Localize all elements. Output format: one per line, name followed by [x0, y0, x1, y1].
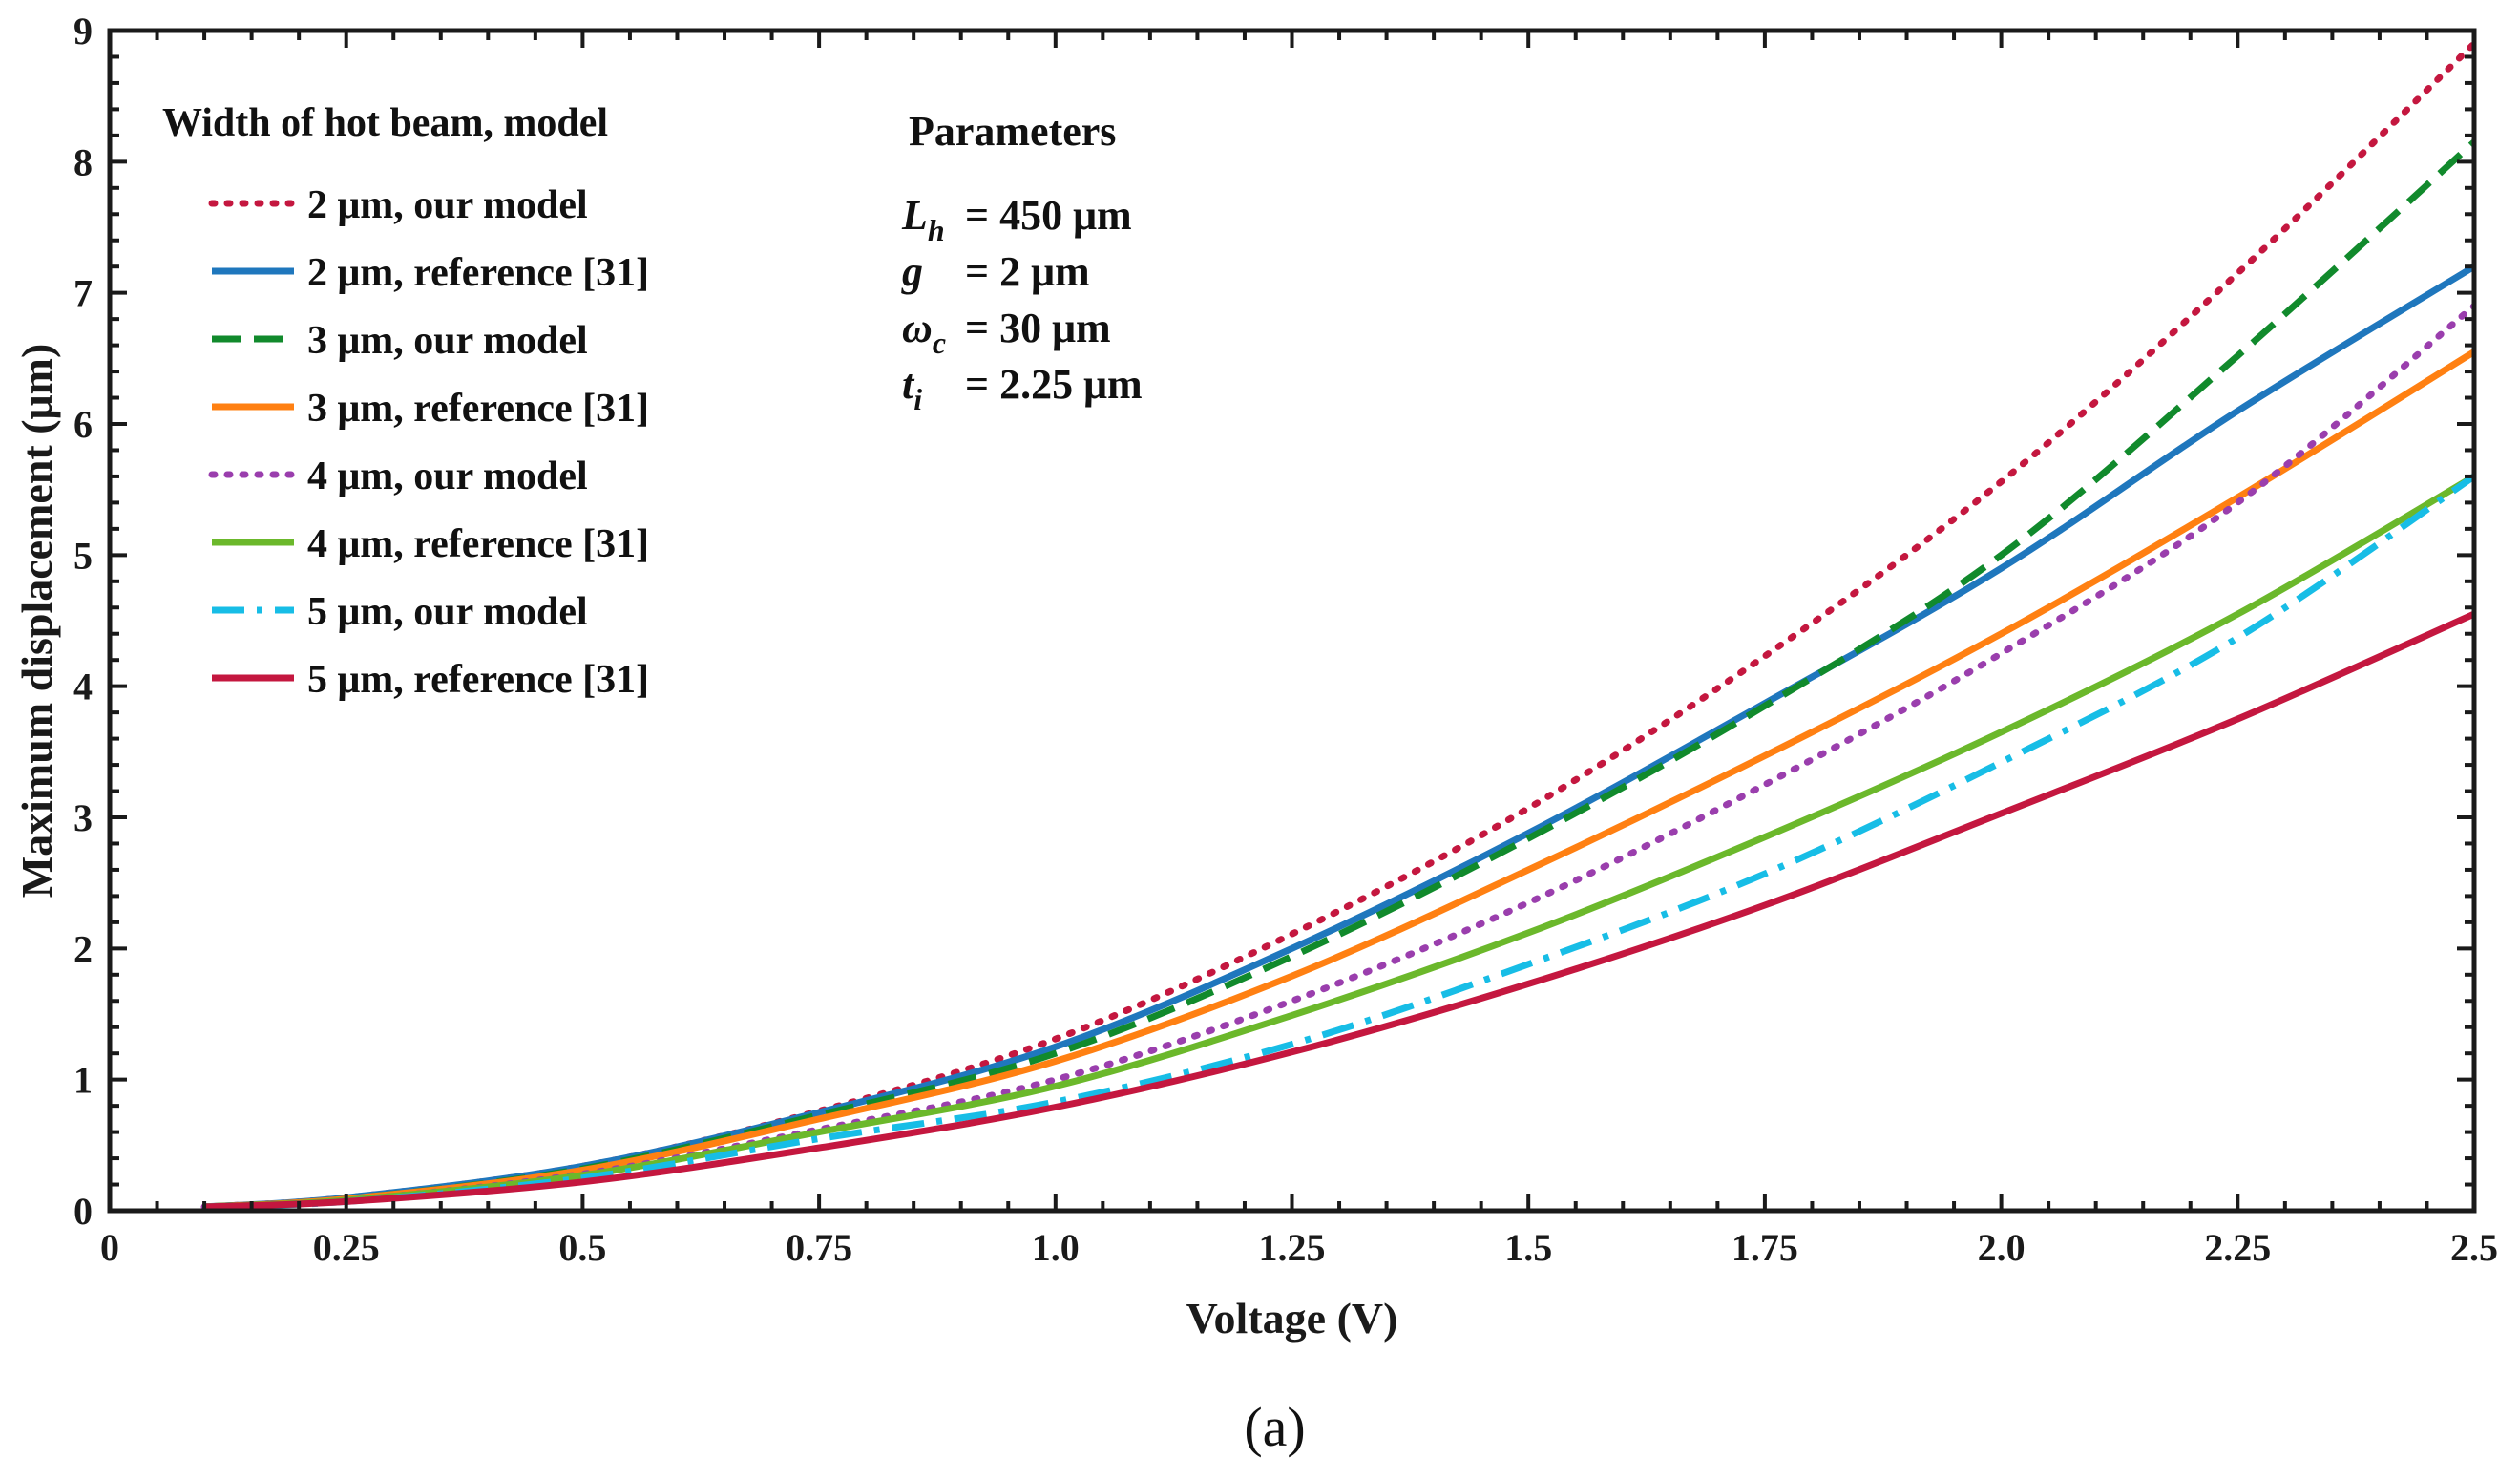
x-tick-label: 2.5: [2450, 1226, 2498, 1269]
legend-label: 4 μm, our model: [307, 455, 588, 498]
y-tick-label: 2: [74, 927, 93, 970]
figure-caption: (a): [1244, 1396, 1305, 1458]
legend-title: Width of hot beam, model: [162, 101, 608, 145]
legend-item: 4 μm, our model: [208, 455, 588, 498]
x-tick-label: 0: [100, 1226, 119, 1269]
legend-item: 2 μm, reference [31]: [212, 251, 649, 295]
y-tick-label: 6: [74, 403, 93, 446]
x-tick-label: 0.5: [558, 1226, 606, 1269]
y-tick-label: 7: [74, 272, 93, 315]
y-tick-label: 9: [74, 10, 93, 53]
parameter-text: ti = 2.25 μm: [902, 361, 1143, 416]
series-line-3: [203, 139, 2474, 1211]
y-tick-label: 4: [74, 666, 93, 708]
legend: Width of hot beam, model 2 μm, our model…: [162, 101, 649, 702]
x-tick-label: 2.25: [2204, 1226, 2271, 1269]
x-tick-label: 0.25: [313, 1226, 380, 1269]
series-line-8: [203, 610, 2474, 1211]
y-tick-label: 8: [74, 140, 93, 183]
parameters-title: Parameters: [909, 108, 1116, 155]
legend-label: 4 μm, reference [31]: [307, 522, 649, 566]
parameter-line: g = 2 μm: [901, 248, 1090, 295]
x-tick-label: 1.5: [1504, 1226, 1552, 1269]
parameter-text: ωc = 30 μm: [902, 305, 1111, 360]
series-line-1: [200, 40, 2474, 1211]
x-tick-label: 1.75: [1732, 1226, 1798, 1269]
y-tick-label: 3: [74, 796, 93, 839]
legend-label: 2 μm, reference [31]: [307, 251, 649, 295]
parameter-line: ωc = 30 μm: [902, 305, 1111, 360]
x-tick-label: 1.0: [1032, 1226, 1080, 1269]
y-tick-labels: 0 1 2 3 4 5 6 7 8 9: [74, 10, 93, 1233]
y-tick-label: 0: [74, 1190, 93, 1233]
legend-label: 3 μm, our model: [307, 319, 588, 363]
parameter-text: Lh = 450 μm: [901, 192, 1132, 247]
parameter-line: ti = 2.25 μm: [902, 361, 1143, 416]
series-line-5: [200, 302, 2474, 1211]
y-axis-title: Maximum displacement (μm): [12, 344, 61, 899]
series-line-4: [203, 349, 2474, 1211]
legend-item: 5 μm, our model: [212, 590, 588, 634]
series-line-2: [203, 264, 2474, 1211]
x-tick-labels: 0 0.25 0.5 0.75 1.0 1.25 1.5 1.75 2.0 2.25 2.5: [100, 1226, 2498, 1269]
series-layer: [200, 40, 2474, 1211]
legend-items: 2 μm, our model 2 μm, reference [31] 3 μm,…: [208, 183, 649, 702]
series-line-6: [203, 473, 2474, 1211]
ticks-layer: [108, 29, 2476, 1213]
legend-label: 2 μm, our model: [307, 183, 588, 227]
x-axis-title: Voltage (V): [1186, 1294, 1398, 1343]
legend-label: 5 μm, our model: [307, 590, 588, 634]
legend-label: 5 μm, reference [31]: [307, 658, 649, 702]
parameters-annotation: Parameters Lh = 450 μmg = 2 μm ωc = 30 μm…: [901, 108, 1143, 416]
parameter-text: g = 2 μm: [901, 248, 1090, 295]
x-tick-label: 1.25: [1259, 1226, 1326, 1269]
y-tick-label: 5: [74, 534, 93, 577]
parameter-line: Lh = 450 μm: [901, 192, 1132, 247]
legend-label: 3 μm, reference [31]: [307, 387, 649, 431]
x-tick-label: 0.75: [786, 1226, 852, 1269]
legend-item: 3 μm, our model: [212, 319, 588, 363]
legend-item: 2 μm, our model: [208, 183, 588, 227]
series-line-7: [203, 474, 2474, 1211]
y-tick-label: 1: [74, 1059, 93, 1102]
legend-item: 3 μm, reference [31]: [212, 387, 649, 431]
legend-item: 4 μm, reference [31]: [212, 522, 649, 566]
x-tick-label: 2.0: [1978, 1226, 2026, 1269]
legend-item: 5 μm, reference [31]: [212, 658, 649, 702]
